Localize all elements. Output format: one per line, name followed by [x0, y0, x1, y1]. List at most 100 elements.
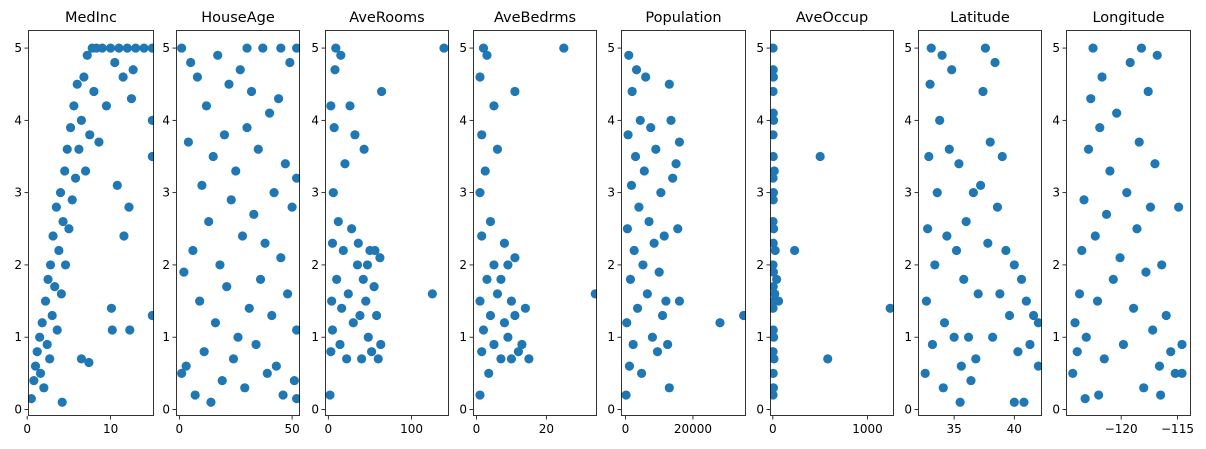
data-point [258, 43, 268, 53]
data-point [359, 144, 369, 154]
data-point [978, 86, 988, 97]
subplot-medinc: 0 1 2 3 4 5 0 10 MedInc [14, 10, 154, 436]
x-tick-label: 0 [23, 422, 31, 436]
data-point [85, 130, 95, 140]
data-point [367, 347, 377, 357]
data-point [373, 354, 383, 364]
data-point [332, 274, 342, 284]
data-point [222, 282, 232, 292]
data-point [1009, 260, 1019, 270]
data-point [37, 318, 47, 328]
data-point [280, 159, 290, 169]
axes-frame [473, 30, 597, 416]
data-point [350, 130, 360, 140]
data-point [480, 166, 490, 176]
data-point [32, 347, 42, 357]
data-point [327, 325, 338, 335]
data-point [475, 72, 485, 82]
data-point [1118, 339, 1129, 350]
data-point [1139, 383, 1149, 393]
subplot-avebedrms: 0 1 2 3 4 5 0 20 AveBedrms [459, 10, 597, 436]
y-tick-label: 5 [162, 41, 170, 55]
x-tick-label: 100 [400, 422, 423, 436]
y-tick-label: 3 [162, 186, 170, 200]
data-point [233, 332, 243, 342]
data-point [1021, 296, 1031, 306]
data-point [770, 166, 779, 176]
scatter-series [475, 43, 597, 400]
data-point [770, 65, 778, 75]
data-point [954, 159, 964, 169]
subplot-title: MedInc [65, 10, 117, 26]
y-tick-label: 2 [162, 258, 170, 272]
data-point [45, 260, 56, 270]
y-tick-label: 3 [904, 186, 912, 200]
data-point [1122, 188, 1132, 198]
data-point [347, 224, 357, 234]
data-point [475, 296, 485, 306]
y-tick-label: 3 [756, 186, 764, 200]
data-point [1148, 325, 1158, 335]
data-point [1080, 394, 1090, 404]
data-point [770, 267, 779, 277]
y-tick-label: 1 [162, 330, 170, 344]
data-point [622, 318, 632, 328]
data-point [1079, 195, 1089, 205]
y-tick-label: 5 [459, 41, 467, 55]
data-point [651, 144, 661, 154]
data-point [674, 137, 685, 147]
data-point [770, 108, 778, 118]
data-point [647, 332, 658, 342]
data-point [499, 238, 510, 248]
data-point [506, 354, 517, 364]
data-point [674, 296, 685, 306]
data-point [770, 347, 778, 357]
data-point [1128, 303, 1139, 313]
data-point [40, 296, 51, 306]
data-point [329, 122, 339, 133]
data-point [932, 188, 942, 198]
scatter-series [28, 43, 154, 407]
data-point [1174, 202, 1184, 212]
subplot-title: Population [645, 10, 721, 26]
data-point [770, 260, 778, 270]
axes-frame [1066, 30, 1191, 416]
data-point [352, 260, 363, 270]
data-point [60, 260, 71, 270]
data-point [1125, 57, 1135, 68]
data-point [770, 216, 778, 227]
data-point [273, 94, 284, 104]
subplot-averooms: 0 1 2 3 4 5 0 100 AveRooms [311, 10, 449, 436]
data-point [338, 245, 348, 256]
y-tick-label: 2 [607, 258, 615, 272]
data-point [206, 397, 216, 407]
data-point [770, 325, 778, 335]
subplot-title: Longitude [1092, 10, 1164, 26]
data-point [43, 274, 53, 284]
y-tick-label: 1 [904, 330, 912, 344]
data-point [506, 296, 517, 306]
data-point [1101, 209, 1112, 219]
y-tick-label: 1 [311, 330, 319, 344]
data-point [482, 50, 492, 60]
y-tick-label: 0 [459, 402, 467, 416]
x-tick-label: 10 [103, 422, 118, 436]
data-point [1115, 253, 1125, 263]
data-point [197, 180, 207, 191]
data-point [376, 86, 387, 97]
data-point [510, 253, 520, 263]
data-point [337, 303, 347, 313]
data-point [147, 310, 154, 321]
data-point [976, 180, 986, 191]
data-point [626, 180, 637, 191]
data-point [770, 173, 778, 183]
y-tick-label: 4 [1052, 113, 1060, 127]
data-point [125, 325, 135, 335]
data-point [72, 79, 82, 89]
y-tick-label: 1 [607, 330, 615, 344]
data-point [353, 238, 363, 248]
data-point [624, 50, 634, 60]
y-tick-label: 0 [14, 402, 22, 416]
y-tick-label: 4 [756, 113, 764, 127]
